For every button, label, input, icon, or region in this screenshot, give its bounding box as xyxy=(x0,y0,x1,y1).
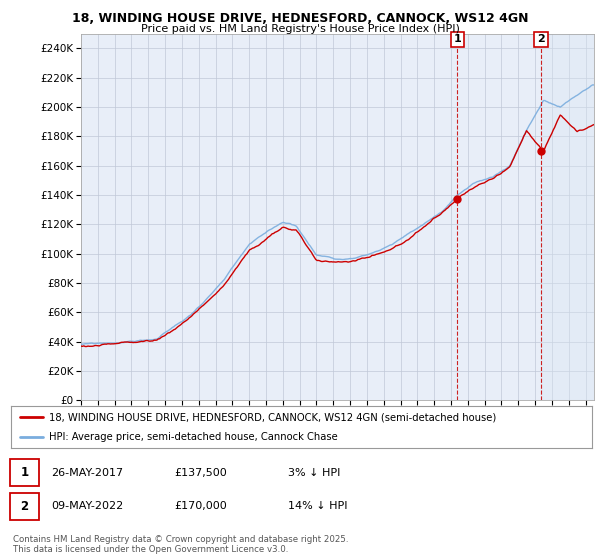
Text: 2: 2 xyxy=(537,35,545,44)
Text: 3% ↓ HPI: 3% ↓ HPI xyxy=(288,468,340,478)
Text: £137,500: £137,500 xyxy=(174,468,227,478)
Text: £170,000: £170,000 xyxy=(174,501,227,511)
Text: 18, WINDING HOUSE DRIVE, HEDNESFORD, CANNOCK, WS12 4GN (semi-detached house): 18, WINDING HOUSE DRIVE, HEDNESFORD, CAN… xyxy=(49,412,496,422)
Text: 26-MAY-2017: 26-MAY-2017 xyxy=(51,468,123,478)
Bar xyxy=(541,34,594,400)
Text: HPI: Average price, semi-detached house, Cannock Chase: HPI: Average price, semi-detached house,… xyxy=(49,432,337,442)
Text: 14% ↓ HPI: 14% ↓ HPI xyxy=(288,501,347,511)
Text: Price paid vs. HM Land Registry's House Price Index (HPI): Price paid vs. HM Land Registry's House … xyxy=(140,24,460,34)
Text: 2: 2 xyxy=(20,500,29,513)
Text: 18, WINDING HOUSE DRIVE, HEDNESFORD, CANNOCK, WS12 4GN: 18, WINDING HOUSE DRIVE, HEDNESFORD, CAN… xyxy=(72,12,528,25)
Text: 1: 1 xyxy=(20,466,29,479)
Text: Contains HM Land Registry data © Crown copyright and database right 2025.
This d: Contains HM Land Registry data © Crown c… xyxy=(13,535,349,554)
Text: 1: 1 xyxy=(454,35,461,44)
Text: 09-MAY-2022: 09-MAY-2022 xyxy=(51,501,123,511)
